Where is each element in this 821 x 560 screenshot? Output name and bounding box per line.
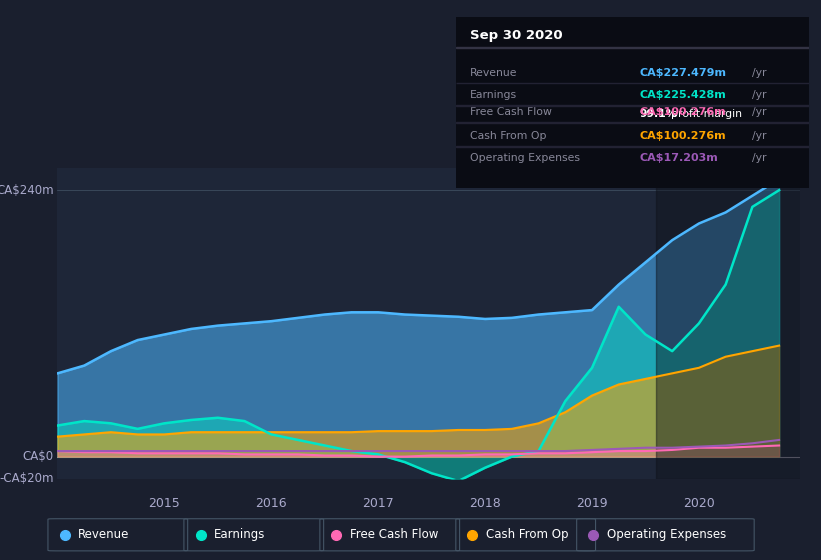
Text: CA$17.203m: CA$17.203m [640,153,718,164]
Text: 2015: 2015 [149,497,181,511]
Text: Revenue: Revenue [78,528,130,542]
Bar [656,168,817,479]
Text: Cash From Op: Cash From Op [486,528,568,542]
Text: 2020: 2020 [683,497,715,511]
Text: Earnings: Earnings [470,90,517,100]
Text: CA$100.276m: CA$100.276m [640,108,726,118]
Text: CA$240m: CA$240m [0,184,53,197]
Text: Free Cash Flow: Free Cash Flow [350,528,438,542]
Text: 2017: 2017 [362,497,394,511]
Text: /yr: /yr [752,90,767,100]
Text: /yr: /yr [752,131,767,141]
Text: Free Cash Flow: Free Cash Flow [470,108,552,118]
Text: 99.1%: 99.1% [640,109,677,119]
Text: Sep 30 2020: Sep 30 2020 [470,29,562,42]
Text: /yr: /yr [752,68,767,78]
Text: 2019: 2019 [576,497,608,511]
Text: CA$227.479m: CA$227.479m [640,68,727,78]
Text: CA$100.276m: CA$100.276m [640,131,726,141]
Text: 2016: 2016 [255,497,287,511]
Text: CA$225.428m: CA$225.428m [640,90,726,100]
Text: /yr: /yr [752,108,767,118]
Text: Operating Expenses: Operating Expenses [607,528,726,542]
Text: Operating Expenses: Operating Expenses [470,153,580,164]
Text: -CA$20m: -CA$20m [0,472,53,486]
Text: profit margin: profit margin [671,109,742,119]
Text: 2018: 2018 [470,497,501,511]
Text: CA$0: CA$0 [23,450,53,463]
Text: /yr: /yr [752,153,767,164]
Text: Earnings: Earnings [214,528,265,542]
Text: Cash From Op: Cash From Op [470,131,546,141]
Text: Revenue: Revenue [470,68,517,78]
Bar [456,46,809,48]
